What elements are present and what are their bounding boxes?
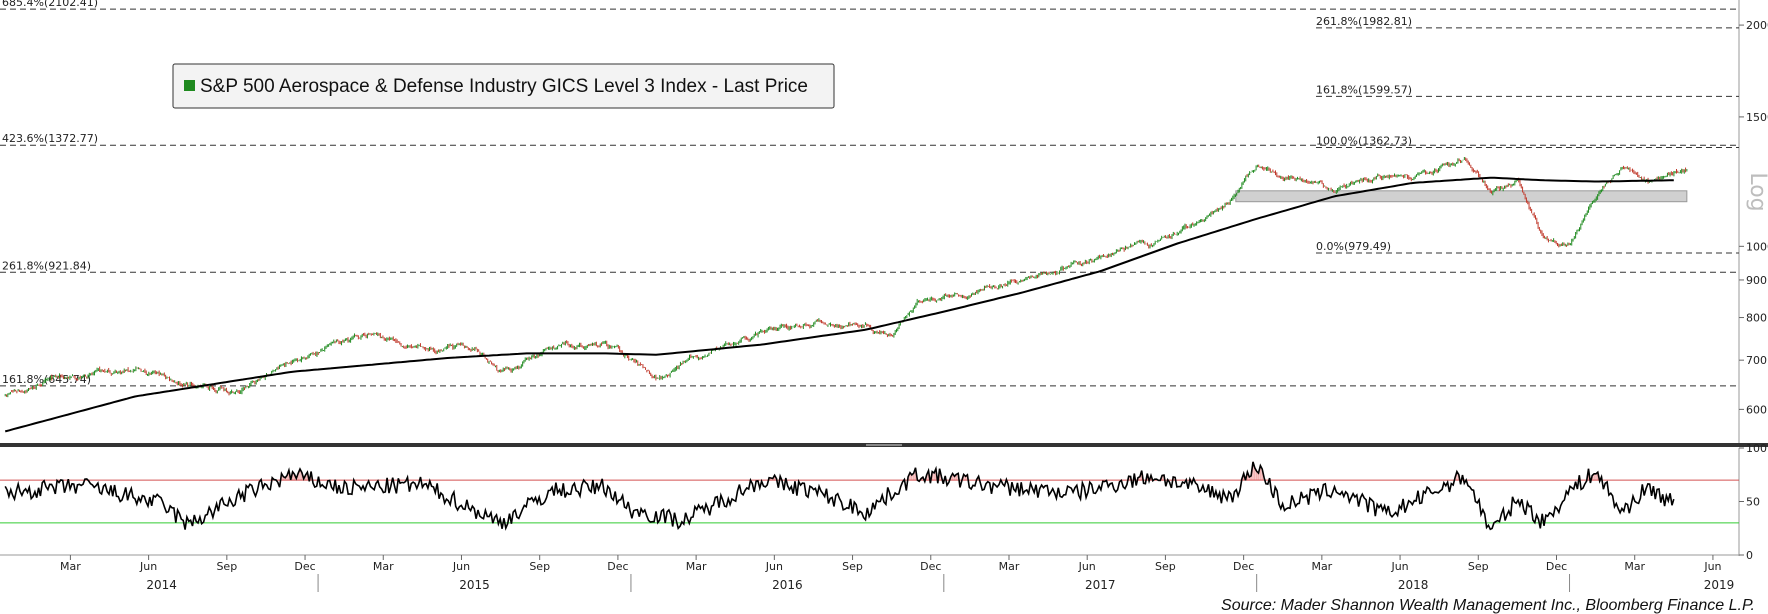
price-tick-label: 1000 bbox=[1746, 240, 1768, 253]
level-label: 0.0%(979.49) bbox=[1316, 240, 1391, 253]
month-tick-label: Jun bbox=[1703, 560, 1721, 573]
legend-label: S&P 500 Aerospace & Defense Industry GIC… bbox=[200, 76, 808, 97]
level-label: 261.8%(1982.81) bbox=[1316, 15, 1412, 28]
legend-box: S&P 500 Aerospace & Defense Industry GIC… bbox=[172, 63, 835, 109]
month-tick-label: Sep bbox=[842, 560, 863, 573]
year-label: 2017 bbox=[1085, 578, 1116, 592]
rsi-line bbox=[4, 461, 1675, 531]
legend-frame bbox=[172, 63, 835, 109]
year-label: 2016 bbox=[772, 578, 803, 592]
month-tick-label: Mar bbox=[60, 560, 81, 573]
rsi-tick-label: 0 bbox=[1746, 549, 1753, 562]
price-tick-label: 600 bbox=[1746, 403, 1767, 416]
month-tick-label: Mar bbox=[999, 560, 1020, 573]
month-tick-label: Dec bbox=[1546, 560, 1567, 573]
price-tick-label: 900 bbox=[1746, 274, 1767, 287]
year-label: 2014 bbox=[146, 578, 177, 592]
price-tick-label: 800 bbox=[1746, 312, 1767, 325]
month-tick-label: Dec bbox=[294, 560, 315, 573]
month-tick-label: Jun bbox=[765, 560, 783, 573]
level-label: 261.8%(921.84) bbox=[2, 259, 91, 272]
month-tick-label: Mar bbox=[1624, 560, 1645, 573]
month-tick-label: Dec bbox=[920, 560, 941, 573]
rsi-tick-label: 50 bbox=[1746, 496, 1760, 509]
level-label: 161.8%(1599.57) bbox=[1316, 83, 1412, 96]
legend-swatch bbox=[184, 80, 195, 91]
log-scale-label[interactable]: Log bbox=[1745, 172, 1768, 211]
fibonacci-levels: 685.4%(2102.41) 261.8%(1982.81) 161.8%(159… bbox=[0, 0, 1739, 387]
month-tick-label: Mar bbox=[1311, 560, 1332, 573]
month-tick-label: Mar bbox=[686, 560, 707, 573]
month-tick-label: Jun bbox=[139, 560, 157, 573]
year-label: 2015 bbox=[459, 578, 490, 592]
month-tick-label: Sep bbox=[529, 560, 550, 573]
rsi-panel: 0 50 100 bbox=[0, 442, 1767, 562]
consolidation-band bbox=[1235, 190, 1688, 203]
price-tick-label: 700 bbox=[1746, 354, 1767, 367]
year-label: 2018 bbox=[1398, 578, 1429, 592]
month-tick-label: Sep bbox=[216, 560, 237, 573]
moving-average-line bbox=[4, 176, 1674, 433]
month-tick-label: Sep bbox=[1468, 560, 1489, 573]
month-tick-label: Mar bbox=[373, 560, 394, 573]
month-tick-label: Jun bbox=[452, 560, 470, 573]
month-tick-label: Jun bbox=[1390, 560, 1408, 573]
level-label: 423.6%(1372.77) bbox=[2, 132, 98, 145]
time-axis: Mar Jun Sep Dec Mar Jun Sep Dec Mar Jun Sep Dec Mar J… bbox=[60, 555, 1734, 592]
month-tick-label: Dec bbox=[1233, 560, 1254, 573]
month-tick-label: Dec bbox=[607, 560, 628, 573]
level-label: 685.4%(2102.41) bbox=[2, 0, 98, 9]
rsi-tick-label: 100 bbox=[1746, 442, 1767, 455]
year-label: 2019 bbox=[1704, 578, 1735, 592]
level-label: 100.0%(1362.73) bbox=[1316, 135, 1412, 148]
panel-divider-grip[interactable] bbox=[866, 444, 902, 446]
month-tick-label: Sep bbox=[1155, 560, 1176, 573]
price-tick-label: 1500 bbox=[1746, 111, 1768, 124]
source-note: Source: Mader Shannon Wealth Management … bbox=[1221, 597, 1755, 614]
month-tick-label: Jun bbox=[1078, 560, 1096, 573]
